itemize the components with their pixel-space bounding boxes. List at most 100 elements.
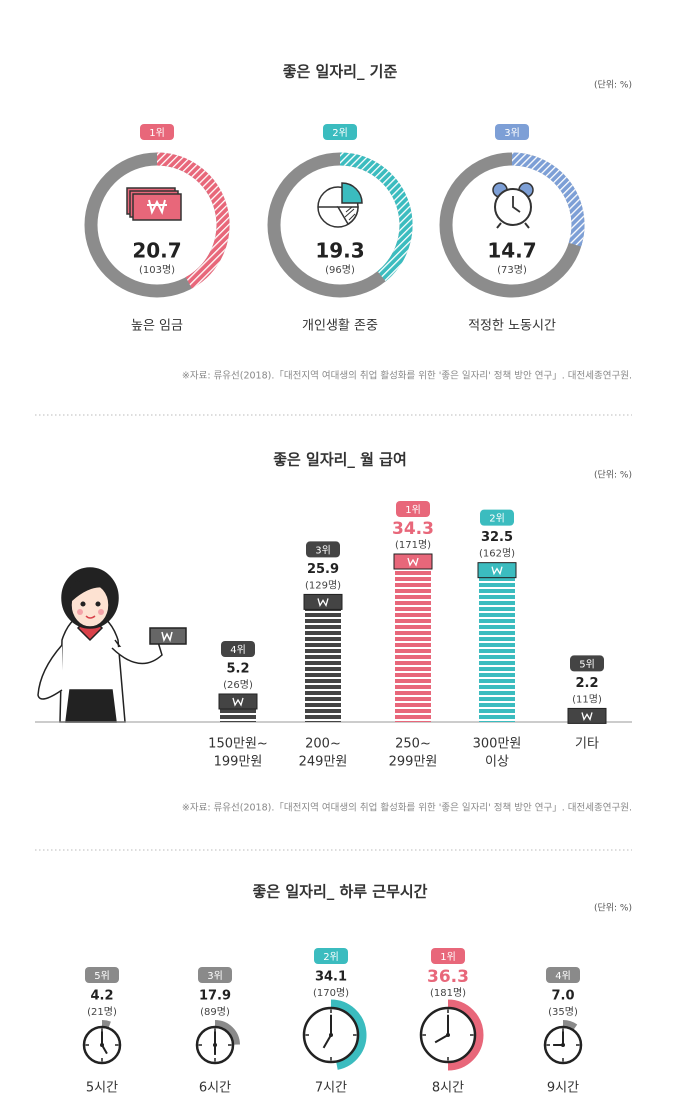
count-label: (35명) (548, 1006, 578, 1018)
rank-label: 4위 (230, 643, 246, 656)
rank-label: 1위 (405, 503, 421, 516)
source-note: ※자료: 류유선(2018).「대전지역 여대생의 취업 활성화를 위한 '좋은… (182, 802, 632, 814)
category-label: 5시간 (86, 1081, 118, 1096)
bill-icon (567, 707, 607, 724)
rank-badge (221, 640, 255, 657)
clock-center (561, 1043, 565, 1047)
category-label: 기타 (575, 737, 599, 752)
value-label: 32.5 (481, 530, 513, 545)
rank-badge (198, 967, 232, 983)
bill-symbol (581, 712, 593, 722)
category-label: 6시간 (199, 1081, 231, 1096)
rank-badge (546, 967, 580, 983)
category-label: 9시간 (547, 1081, 579, 1096)
value-label: 14.7 (487, 239, 536, 263)
rank-label: 1위 (440, 950, 456, 963)
value-label: 2.2 (575, 676, 598, 691)
donut-arc (339, 152, 413, 282)
count-label: (103명) (139, 264, 175, 276)
count-label: (96명) (325, 264, 355, 276)
rank-badge (480, 509, 514, 526)
rank-badge (570, 655, 604, 672)
category-label: 7시간 (315, 1081, 347, 1096)
rank-label: 1위 (149, 126, 165, 139)
pie-icon (317, 182, 363, 228)
section-title: 좋은 일자리_ 월 급여 (273, 451, 407, 469)
rank-badge (314, 948, 348, 964)
count-label: (162명) (479, 548, 515, 560)
bill-symbol (317, 598, 329, 608)
bill-icon (303, 593, 343, 610)
rank-label: 5위 (94, 969, 110, 982)
woman-illustration (37, 567, 187, 723)
category-label: 이상 (485, 755, 509, 770)
source-note: ※자료: 류유선(2018).「대전지역 여대생의 취업 활성화를 위한 '좋은… (182, 370, 632, 382)
rank-badge (495, 124, 529, 140)
rank-badge (85, 967, 119, 983)
category-label: 개인생활 존중 (302, 319, 378, 334)
category-label: 적정한 노동시간 (468, 319, 556, 334)
rank-label: 2위 (332, 126, 348, 139)
value-label: 36.3 (427, 967, 469, 987)
bar (395, 557, 431, 722)
category-label: 250~ (395, 737, 431, 752)
clock-arc (562, 1020, 578, 1030)
donut-arc (156, 152, 230, 289)
category-label: 299만원 (389, 755, 438, 770)
rank-label: 3위 (504, 126, 520, 139)
bill-icon (218, 693, 258, 710)
rank-label: 4위 (555, 969, 571, 982)
rank-label: 2위 (489, 512, 505, 525)
count-label: (129명) (305, 579, 341, 591)
count-label: (89명) (200, 1006, 230, 1018)
clock-arc (214, 1020, 240, 1045)
value-label: 34.1 (315, 970, 347, 985)
value-label: 5.2 (226, 661, 249, 676)
bill-icon (393, 553, 433, 570)
clock-arc (101, 1020, 111, 1028)
alarm-icon (492, 182, 534, 229)
clock-center (100, 1043, 104, 1047)
count-label: (181명) (430, 987, 466, 999)
count-label: (73명) (497, 264, 527, 276)
bill-symbol (232, 697, 244, 707)
category-label: 249만원 (299, 755, 348, 770)
rank-badge (140, 124, 174, 140)
bar (305, 597, 341, 722)
clock-arc (447, 999, 484, 1071)
count-label: (171명) (395, 539, 431, 551)
section-title: 좋은 일자리_ 하루 근무시간 (253, 883, 428, 901)
value-label: 25.9 (307, 562, 339, 577)
count-label: (21명) (87, 1006, 117, 1018)
value-label: 4.2 (90, 989, 113, 1004)
category-label: 200~ (305, 737, 341, 752)
clock-arc (330, 999, 367, 1070)
rank-label: 2위 (323, 950, 339, 963)
unit-label: (단위: %) (594, 470, 632, 481)
clock-center (446, 1033, 450, 1037)
value-label: 19.3 (315, 239, 364, 263)
bill-symbol (491, 566, 503, 576)
donut-arc (511, 152, 585, 247)
count-label: (170명) (313, 987, 349, 999)
section-title: 좋은 일자리_ 기준 (283, 63, 398, 81)
value-label: 17.9 (199, 989, 231, 1004)
rank-badge (396, 501, 430, 517)
category-label: 300만원 (473, 737, 522, 752)
unit-label: (단위: %) (594, 80, 632, 91)
clock-center (329, 1033, 333, 1037)
count-label: (26명) (223, 679, 253, 691)
unit-label: (단위: %) (594, 903, 632, 914)
value-label: 34.3 (392, 519, 434, 539)
value-label: 20.7 (132, 239, 181, 263)
rank-label: 3위 (315, 543, 331, 556)
category-label: 199만원 (214, 755, 263, 770)
bill-icon (477, 562, 517, 579)
count-label: (11명) (572, 693, 602, 705)
hour-hand (322, 1034, 332, 1049)
category-label: 150만원~ (208, 737, 268, 752)
category-label: 높은 임금 (131, 319, 183, 334)
rank-badge (306, 541, 340, 558)
value-label: 7.0 (551, 989, 574, 1004)
